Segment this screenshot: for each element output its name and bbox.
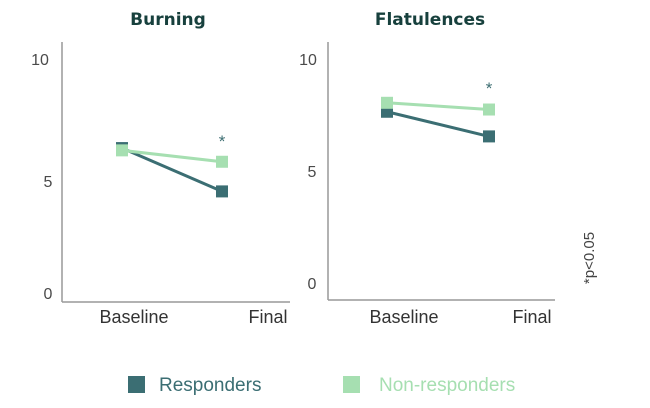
- y-tick-label: 0: [44, 286, 53, 303]
- y-tick-label: 0: [308, 276, 317, 293]
- panel-burning: Burning 10 5 0 Baseline Final *: [31, 10, 290, 327]
- legend: Responders Non-responders: [128, 375, 515, 396]
- panel-flatulences: Flatulences 10 5 0 Baseline Final *: [299, 10, 555, 327]
- y-tick-label: 5: [308, 164, 317, 181]
- series-line-responders: [386, 110, 490, 138]
- data-point-responders: [216, 185, 228, 198]
- panel-title-burning: Burning: [130, 10, 206, 30]
- series-marks-flatulences: [381, 96, 495, 143]
- legend-swatch-non-responders: [343, 376, 360, 393]
- legend-label-responders: Responders: [159, 375, 261, 396]
- x-tick-label: Baseline: [99, 307, 168, 327]
- series-line-non-responders: [121, 148, 223, 164]
- significance-marker: *: [219, 132, 226, 151]
- y-tick-label: 5: [44, 174, 53, 191]
- series-line-responders: [121, 146, 223, 193]
- x-tick-label: Baseline: [369, 307, 438, 327]
- data-point-non-responders: [216, 155, 228, 168]
- series-marks-burning: [116, 142, 228, 198]
- significance-note: *p<0.05: [581, 232, 598, 284]
- data-point-non-responders: [381, 96, 393, 109]
- y-tick-label: 10: [31, 52, 49, 69]
- data-point-non-responders: [116, 144, 128, 157]
- data-point-responders: [483, 130, 495, 143]
- x-tick-label: Final: [248, 307, 287, 327]
- series-line-non-responders: [386, 101, 490, 112]
- data-point-non-responders: [483, 103, 495, 116]
- y-tick-label: 10: [299, 52, 317, 69]
- x-tick-label: Final: [512, 307, 551, 327]
- panel-title-flatulences: Flatulences: [375, 10, 485, 30]
- significance-marker: *: [486, 79, 493, 98]
- legend-label-non-responders: Non-responders: [379, 375, 515, 396]
- legend-swatch-responders: [128, 376, 145, 393]
